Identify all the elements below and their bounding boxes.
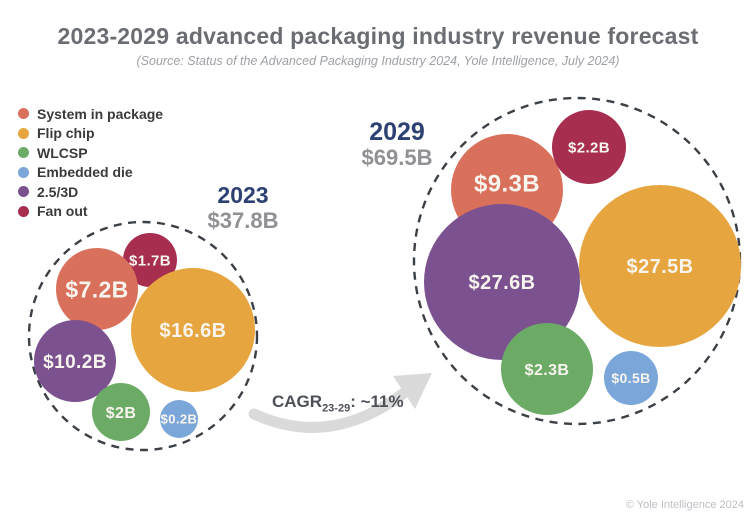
legend: System in package Flip chip WLCSP Embedded … — [18, 104, 163, 221]
bubble-value-2023-fan-out: $1.7B — [129, 252, 171, 269]
legend-item-fan-out: Fan out — [18, 202, 163, 222]
legend-item-wlcsp: WLCSP — [18, 143, 163, 163]
bubble-value-2029-fan-out: $2.2B — [568, 139, 610, 156]
bubble-2029-2-5-3d — [424, 204, 580, 360]
bubble-value-2029-wlcsp: $2.3B — [525, 362, 570, 379]
cagr-label: CAGR23-29: ~11% — [272, 392, 404, 414]
legend-swatch-icon — [18, 205, 29, 217]
bubble-2023-system-in-package — [56, 248, 138, 330]
cluster-outline-2023 — [27, 220, 259, 452]
legend-item-label: Fan out — [37, 203, 88, 220]
bubble-2029-wlcsp — [501, 323, 593, 415]
bubble-value-2023-system-in-package: $7.2B — [65, 276, 128, 302]
legend-swatch-icon — [18, 166, 29, 178]
bubble-clusters: $1.7B$7.2B $16.6B $10.2B $2B $0.2B $9.3B $2.2B… — [27, 96, 742, 452]
legend-item-flip-chip: Flip chip — [18, 124, 163, 144]
legend-swatch-icon — [18, 186, 29, 198]
legend-item-embedded-die: Embedded die — [18, 163, 163, 183]
bubble-2023-embedded-die — [160, 400, 198, 438]
legend-item-label: 2.5/3D — [37, 183, 79, 200]
legend-swatch-icon — [18, 108, 29, 120]
legend-item-2-5-3d: 2.5/3D — [18, 182, 163, 202]
bubble-2023-flip-chip — [131, 268, 255, 392]
bubble-2023-2-5-3d — [34, 320, 116, 402]
legend-item-label: WLCSP — [37, 144, 88, 161]
legend-swatch-icon — [18, 127, 29, 139]
legend-item-system-in-package: System in package — [18, 104, 163, 124]
bubble-2023-fan-out — [123, 233, 177, 287]
bubble-2023-wlcsp — [92, 383, 150, 441]
bubble-value-2029-embedded-die: $0.5B — [611, 370, 650, 386]
bubble-value-2029-flip-chip: $27.5B — [627, 256, 694, 278]
legend-item-label: Flip chip — [37, 125, 95, 142]
copyright: © Yole Intelligence 2024 — [625, 499, 744, 511]
cagr-metric: CAGR — [272, 392, 323, 411]
legend-item-label: System in package — [37, 105, 164, 122]
bubble-value-2029-2-5-3d: $27.6B — [469, 272, 536, 294]
page-title: 2023-2029 advanced packaging industry re… — [57, 23, 699, 49]
bubble-value-2023-flip-chip: $16.6B — [160, 320, 227, 342]
cagr-arrow-head — [393, 373, 432, 409]
page-subtitle: (Source: Status of the Advanced Packagin… — [136, 54, 620, 68]
bubble-value-2023-2-5-3d: $10.2B — [43, 352, 107, 373]
bubble-2029-flip-chip — [579, 185, 741, 347]
legend-item-label: Embedded die — [37, 164, 133, 181]
bubble-2029-embedded-die — [604, 351, 658, 405]
bubble-value-2023-wlcsp: $2B — [106, 405, 137, 422]
cagr-arrow-body — [248, 387, 410, 433]
cagr-arrow — [248, 373, 432, 433]
bubble-value-2029-system-in-package: $9.3B — [474, 171, 540, 198]
bubble-value-2023-embedded-die: $0.2B — [161, 412, 198, 427]
cagr-period: 23-29 — [322, 402, 351, 415]
cagr-value: : ~11% — [350, 392, 404, 411]
bubble-2029-fan-out — [552, 110, 626, 184]
legend-swatch-icon — [18, 147, 29, 159]
